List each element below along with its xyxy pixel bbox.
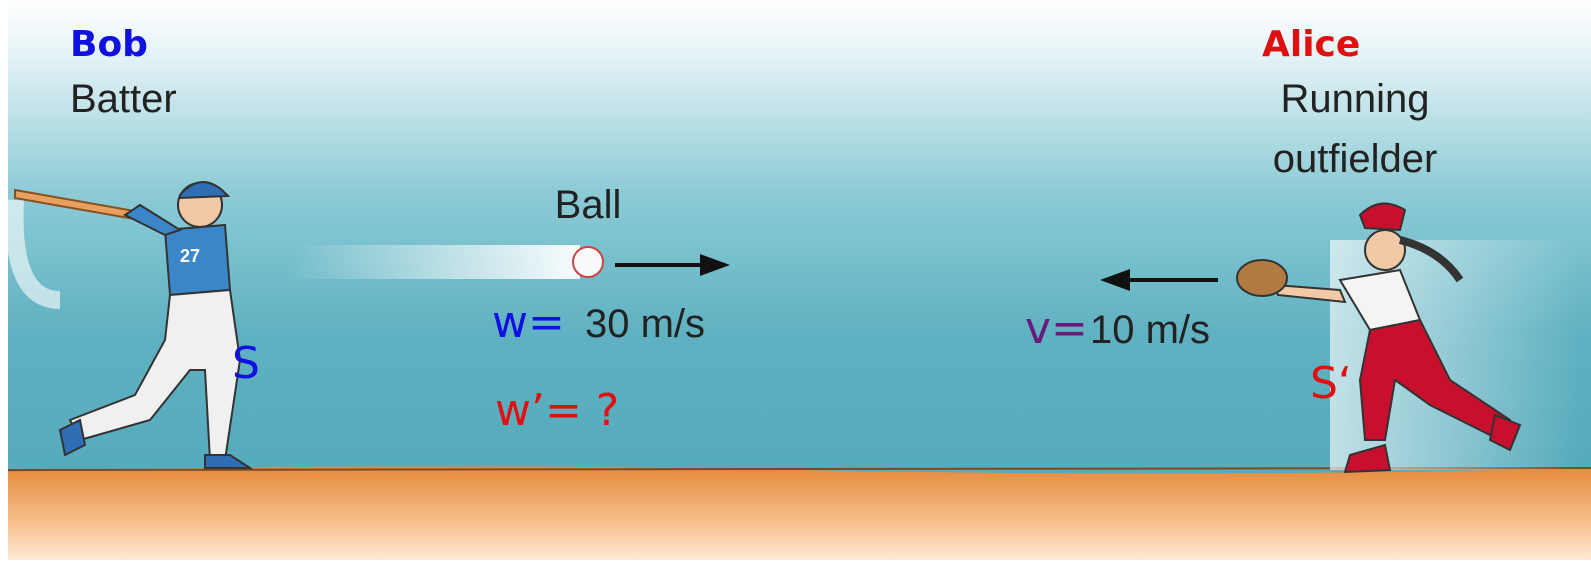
ball-trail	[290, 245, 580, 279]
fielder-name: Alice	[1262, 24, 1360, 65]
fielder-role: outfielder	[1273, 137, 1438, 181]
batter-frame: S	[232, 338, 260, 389]
ball-label: Ball	[555, 183, 622, 227]
ball-velocity-label: w=	[492, 297, 565, 348]
batter-role: Batter	[70, 77, 177, 121]
ball	[573, 247, 603, 277]
fielder-velocity: 10 m/s	[1090, 308, 1210, 352]
fielder-role: Running	[1280, 77, 1429, 121]
ball-relative-velocity: w’= ?	[495, 385, 619, 436]
svg-text:27: 27	[180, 246, 200, 266]
batter-name: Bob	[70, 24, 148, 65]
fielder-velocity-label: v=	[1025, 303, 1088, 354]
scene: 27 Bob Batter S Ball w= 30 m/s w’= ? Ali…	[0, 0, 1591, 575]
ball-velocity: 30 m/s	[585, 302, 705, 346]
fielder-frame: S‘	[1310, 358, 1352, 409]
ground	[8, 466, 1591, 560]
